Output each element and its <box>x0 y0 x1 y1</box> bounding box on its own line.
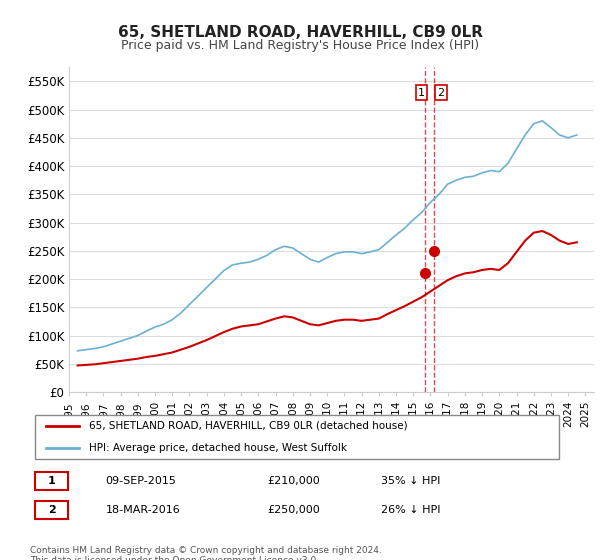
Text: £250,000: £250,000 <box>268 505 320 515</box>
Text: 1: 1 <box>48 476 55 486</box>
Text: Contains HM Land Registry data © Crown copyright and database right 2024.
This d: Contains HM Land Registry data © Crown c… <box>30 546 382 560</box>
Text: 65, SHETLAND ROAD, HAVERHILL, CB9 0LR (detached house): 65, SHETLAND ROAD, HAVERHILL, CB9 0LR (d… <box>89 421 408 431</box>
Text: 26% ↓ HPI: 26% ↓ HPI <box>381 505 440 515</box>
Text: 35% ↓ HPI: 35% ↓ HPI <box>381 476 440 486</box>
Text: 65, SHETLAND ROAD, HAVERHILL, CB9 0LR: 65, SHETLAND ROAD, HAVERHILL, CB9 0LR <box>118 25 482 40</box>
FancyBboxPatch shape <box>35 472 68 489</box>
Text: 2: 2 <box>48 505 55 515</box>
Text: 1: 1 <box>418 87 425 97</box>
Text: £210,000: £210,000 <box>268 476 320 486</box>
Text: 2: 2 <box>437 87 445 97</box>
Text: 18-MAR-2016: 18-MAR-2016 <box>106 505 181 515</box>
Text: 09-SEP-2015: 09-SEP-2015 <box>106 476 176 486</box>
Text: Price paid vs. HM Land Registry's House Price Index (HPI): Price paid vs. HM Land Registry's House … <box>121 39 479 52</box>
FancyBboxPatch shape <box>35 415 559 459</box>
FancyBboxPatch shape <box>35 501 68 519</box>
Text: HPI: Average price, detached house, West Suffolk: HPI: Average price, detached house, West… <box>89 443 347 453</box>
